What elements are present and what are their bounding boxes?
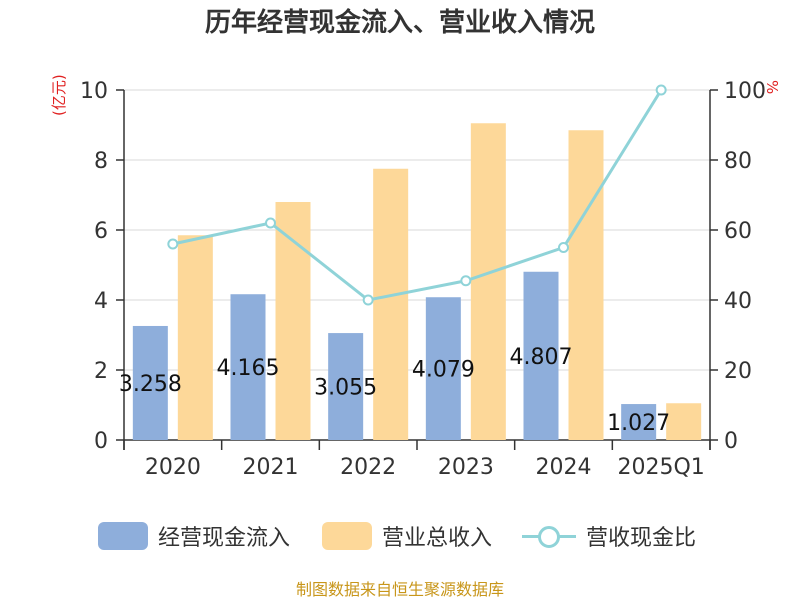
y-left-tick-label-2: 4: [94, 289, 108, 314]
y-right-tick-label-2: 40: [724, 289, 752, 314]
chart-legend: 经营现金流入 营业总收入 营收现金比: [0, 518, 800, 554]
x-tick-label-1: 2021: [243, 455, 299, 480]
bar-revenue-2025Q1: [666, 403, 702, 440]
bar-cash-inflow-2022: [328, 333, 364, 440]
legend-label-ratio: 营收现金比: [586, 526, 697, 551]
point-ratio-2021: [265, 217, 276, 229]
point-ratio-2022: [362, 294, 374, 306]
y-left-tick-label-3: 6: [94, 219, 108, 244]
y-right-tick-label-0: 0: [724, 429, 738, 454]
bar-cash-inflow-2025Q1: [621, 404, 657, 440]
legend-item-revenue: 营业总收入: [322, 518, 492, 554]
x-tick-label-4: 2024: [536, 455, 592, 480]
bar-cash-inflow-2024: [523, 271, 559, 440]
data-label-cash-inflow-2023: 4.079: [412, 358, 475, 383]
data-source-note: 制图数据来自恒生聚源数据库: [295, 580, 504, 599]
data-label-cash-inflow-2020: 3.258: [119, 372, 182, 397]
y-right-tick-label-1: 20: [724, 359, 752, 384]
y-right-tick-label-3: 60: [724, 219, 752, 244]
y-right-tick-label-4: 80: [724, 149, 752, 174]
bar-revenue-2022: [373, 168, 409, 440]
x-tick-label-5: 2025Q1: [618, 455, 705, 480]
legend-label-revenue: 营业总收入: [382, 526, 493, 551]
x-tick-label-2: 2022: [340, 455, 396, 480]
bar-revenue-2021: [275, 202, 311, 440]
y-left-tick-label-0: 0: [94, 429, 108, 454]
data-label-cash-inflow-2021: 4.165: [217, 356, 280, 381]
y-left-tick-label-1: 2: [94, 359, 108, 384]
bar-cash-inflow-2023: [425, 297, 461, 440]
data-label-cash-inflow-2025Q1: 1.027: [607, 411, 670, 436]
bar-revenue-2023: [470, 123, 506, 440]
bar-revenue-2020: [177, 235, 213, 440]
legend-swatch-revenue: [322, 522, 372, 550]
data-label-cash-inflow-2024: 4.807: [510, 345, 573, 370]
bar-cash-inflow-2020: [132, 325, 168, 440]
x-tick-label-0: 2020: [145, 455, 201, 480]
bar-revenue-2024: [568, 130, 604, 440]
data-label-cash-inflow-2022: 3.055: [314, 376, 377, 401]
point-ratio-2023: [460, 275, 472, 287]
legend-item-cash-inflow: 经营现金流入: [98, 518, 290, 554]
legend-label-cash-inflow: 经营现金流入: [158, 526, 291, 551]
point-ratio-2020: [167, 238, 179, 250]
point-ratio-2024: [558, 242, 569, 253]
legend-item-ratio: 营收现金比: [522, 518, 696, 554]
chart-title: 历年经营现金流入、营业收入情况: [204, 8, 595, 38]
legend-line-ratio: [522, 526, 576, 548]
y-left-tick-label-4: 8: [94, 149, 108, 174]
bar-cash-inflow-2021: [230, 294, 266, 440]
y-right-tick-label-5: 100: [724, 79, 766, 104]
x-tick-label-3: 2023: [438, 455, 494, 480]
line-ratio: [172, 89, 663, 302]
legend-swatch-cash-inflow: [98, 522, 148, 550]
y-left-tick-label-5: 10: [80, 79, 108, 104]
point-ratio-2025Q1: [655, 84, 667, 96]
